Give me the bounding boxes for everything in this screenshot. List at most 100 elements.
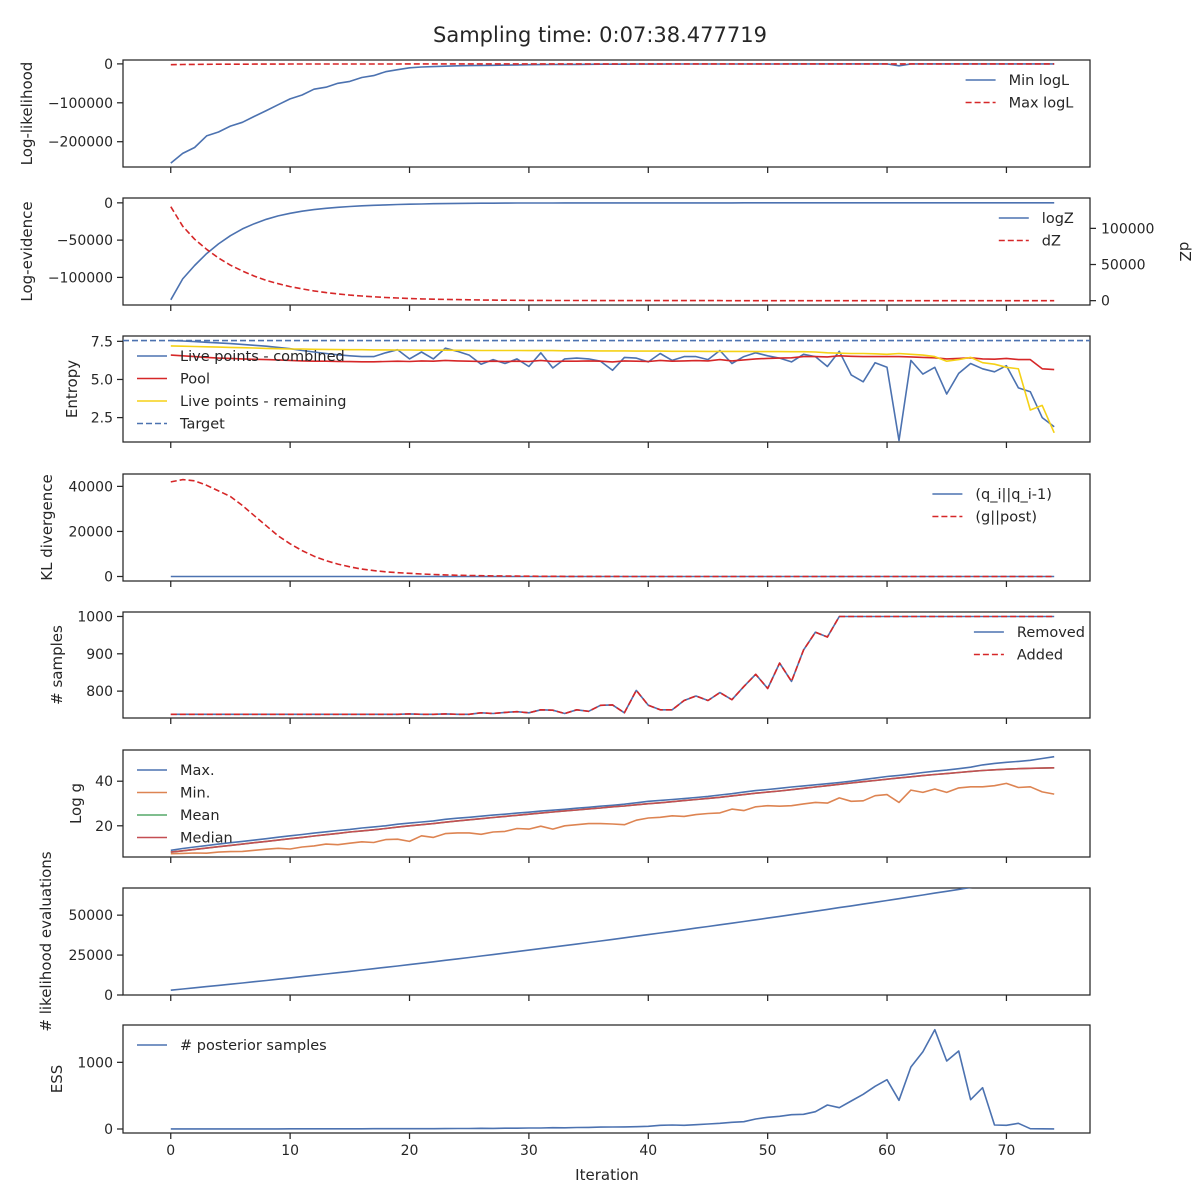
- plot-area: [123, 339, 1090, 442]
- legend-label: Removed: [1017, 625, 1085, 641]
- legend: logZ dZ: [998, 211, 1074, 250]
- y-tick-label: 40000: [68, 479, 113, 495]
- y-tick-label: 2.5: [91, 411, 113, 427]
- y-tick-label: 800: [86, 684, 113, 700]
- legend-label: dZ: [1042, 234, 1061, 250]
- panel-3: 2.5 5.0 7.5 Entropy Live points - combined Po…: [63, 334, 1091, 448]
- series-line-2: [170, 63, 1055, 66]
- y-tick-label: 1000: [77, 609, 113, 625]
- y-tick-label: 900: [86, 647, 113, 663]
- legend-label: Max.: [180, 763, 215, 779]
- series-line-2: [170, 478, 1055, 578]
- legend-label: Target: [179, 417, 225, 433]
- legend-label: Max logL: [1009, 96, 1074, 112]
- legend-label: Min.: [180, 786, 210, 802]
- y-tick-label: 5.0: [91, 372, 113, 388]
- legend: Max. Min. Mean Median: [137, 763, 233, 847]
- legend: Min logL Max logL: [965, 73, 1074, 112]
- legend-label: Mean: [180, 808, 220, 824]
- legend-label: (g||post): [975, 510, 1037, 526]
- y-tick-label: 20: [95, 819, 113, 835]
- panel-4: 0 20000 40000 KL divergence (q_i||q_i-1) (g||…: [38, 473, 1091, 587]
- x-tick-label: 60: [878, 1143, 896, 1159]
- series-line-2: [170, 206, 1055, 302]
- legend-label: Added: [1017, 648, 1063, 664]
- legend: Live points - combined Pool Live points - …: [137, 349, 346, 433]
- y-tick-label: −50000: [57, 233, 113, 249]
- y-axis-label: KL divergence: [38, 474, 56, 580]
- axes-frame: [122, 59, 1091, 168]
- series-line-1: [170, 202, 1055, 301]
- x-tick-label: 30: [520, 1143, 538, 1159]
- x-axis-label: Iteration: [575, 1166, 639, 1184]
- legend-label: logZ: [1042, 211, 1074, 227]
- series-line-1: [170, 888, 973, 991]
- legend-label: Median: [180, 831, 233, 847]
- y-tick-label: 7.5: [91, 334, 113, 350]
- y-tick-label: 20000: [68, 524, 113, 540]
- legend-label: (q_i||q_i-1): [975, 487, 1052, 503]
- y-axis-label: Entropy: [63, 360, 81, 418]
- series-line-2: [170, 615, 1055, 716]
- plot-area: [170, 63, 1055, 164]
- y-tick-label: 0: [104, 1122, 113, 1138]
- legend-label: Min logL: [1009, 73, 1070, 89]
- y-axis-label: Log-evidence: [18, 201, 36, 301]
- axes-frame: [122, 611, 1091, 719]
- y-axis-label: # likelihood evaluations: [37, 851, 55, 1031]
- axes-frame: [122, 335, 1091, 443]
- legend: # posterior samples: [137, 1038, 327, 1054]
- y-tick-label: 1000: [77, 1055, 113, 1071]
- legend-label: Live points - combined: [180, 349, 345, 365]
- series-line-1: [170, 339, 1055, 442]
- x-tick-label: 70: [998, 1143, 1016, 1159]
- y-tick-label: −200000: [48, 135, 113, 151]
- legend-label: Live points - remaining: [180, 394, 346, 410]
- y-tick-label: −100000: [48, 270, 113, 286]
- y-tick-label: 0: [104, 988, 113, 1004]
- series-line-3: [170, 767, 1055, 853]
- panel-5: 800 900 1000 # samples Removed Added: [48, 609, 1091, 724]
- x-tick-label: 40: [639, 1143, 657, 1159]
- y-axis-label: ESS: [48, 1065, 66, 1094]
- y-axis-label: # samples: [48, 625, 66, 705]
- series-line-1: [170, 63, 1055, 164]
- series-line-2: [170, 354, 1055, 371]
- panel-1: 0 −100000 −200000 Log-likelihood Min logL Max…: [18, 57, 1091, 173]
- y-axis-label: Log g: [67, 783, 85, 824]
- panel-7: 0 25000 50000 # likelihood evaluations: [37, 851, 1091, 1032]
- y-axis-label: Log-likelihood: [18, 62, 36, 166]
- x-tick-label: 10: [281, 1143, 299, 1159]
- x-tick-label: 50: [759, 1143, 777, 1159]
- legend-label: # posterior samples: [180, 1038, 327, 1054]
- y-tick-label: 50000: [68, 908, 113, 924]
- y-tick-label: 25000: [68, 948, 113, 964]
- series-line-2: [170, 782, 1055, 855]
- axes-frame: [122, 1024, 1091, 1134]
- plot-area: [170, 615, 1055, 716]
- plot-area: [170, 478, 1055, 578]
- axes-frame: [122, 887, 1091, 996]
- axes-frame: [122, 197, 1091, 306]
- x-tick-label: 0: [166, 1143, 175, 1159]
- series-line-1: [170, 615, 1055, 716]
- y-tick-label: 0: [104, 569, 113, 585]
- plot-area: [170, 755, 1055, 855]
- y2-tick-label: 50000: [1101, 258, 1146, 274]
- figure-title: Sampling time: 0:07:38.477719: [433, 23, 767, 47]
- y-tick-label: −100000: [48, 96, 113, 112]
- y-tick-label: 40: [95, 774, 113, 790]
- panel-2: 0 −50000 −100000 Log-evidence 0 50000 100000 dZ…: [18, 196, 1194, 311]
- legend: Removed Added: [973, 625, 1085, 664]
- axes-frame: [122, 473, 1091, 582]
- plot-area: [170, 1028, 1055, 1130]
- plot-area: [170, 888, 973, 991]
- plot-area: [170, 202, 1055, 302]
- x-tick-label: 20: [401, 1143, 419, 1159]
- y2-tick-label: 100000: [1101, 221, 1154, 237]
- panel-8: 0 10 20 30 40 50 60 70 0 1000 ESS # posterior sampl…: [48, 1024, 1091, 1159]
- series-line-1: [170, 755, 1055, 852]
- panel-6: 20 40 Log g Max. Min. Mean Median: [67, 749, 1091, 863]
- legend-label: Pool: [180, 372, 210, 388]
